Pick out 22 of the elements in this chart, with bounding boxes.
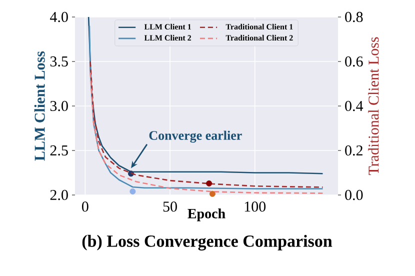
x-axis-title: Epoch (188, 208, 226, 222)
x-tick-label: 50 (163, 202, 177, 212)
y2-tick-label: 0.4 (345, 100, 364, 112)
x-tick-label: 0 (82, 202, 88, 212)
annotation: Converge earlier (149, 130, 242, 143)
legend-label: LLM Client 1 (144, 24, 191, 30)
y-tick-label: 4.0 (50, 12, 68, 22)
legend-label: Traditional Client 2 (226, 34, 293, 41)
y-axis-title: LLM Client Loss (34, 51, 45, 161)
y-tick-label: 3.0 (50, 100, 68, 112)
y2-tick-label: 0.8 (345, 12, 363, 22)
y-tick-label: 2.5 (50, 145, 68, 156)
text: (b) Loss Convergence Comparison (82, 234, 332, 250)
y-tick-label: 2.0 (50, 190, 68, 200)
y2-tick-label: 0.0 (345, 190, 363, 200)
y2-axis-title: Traditional Client Loss (368, 37, 379, 176)
y2-tick-label: 0.2 (345, 145, 362, 156)
y2-tick-label: 0.6 (345, 56, 363, 67)
x-tick-label: 100 (244, 202, 266, 212)
legend-label: LLM Client 2 (144, 34, 192, 41)
y-tick-label: 3.5 (50, 56, 68, 67)
legend-label: Traditional Client 1 (226, 24, 293, 30)
